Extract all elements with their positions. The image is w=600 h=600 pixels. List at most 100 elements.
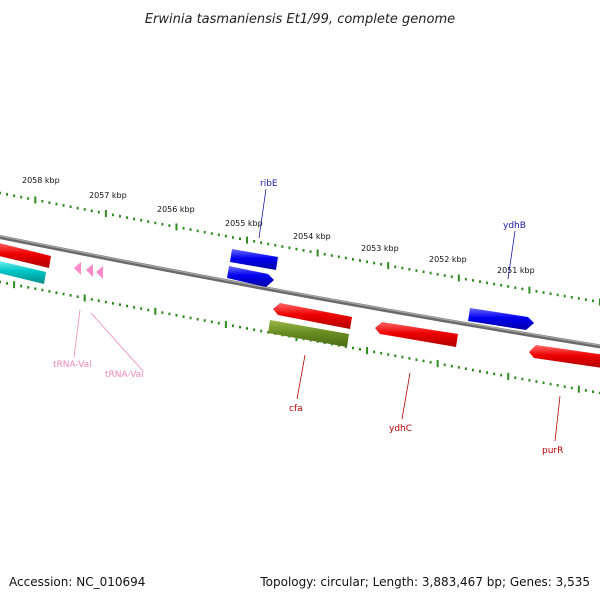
genome-backbone: [0, 234, 600, 349]
inner-minor-tick: [111, 302, 114, 305]
outer-minor-tick: [182, 226, 185, 230]
outer-minor-tick: [337, 255, 340, 259]
outer-minor-tick: [111, 213, 114, 217]
rna-feature-left[interactable]: [0, 260, 46, 284]
outer-minor-tick: [344, 256, 347, 260]
inner-minor-tick: [133, 306, 136, 309]
outer-minor-tick: [443, 274, 446, 277]
inner-minor-tick: [203, 319, 206, 322]
inner-minor-tick: [41, 288, 44, 292]
gene-cfa-block[interactable]: [268, 320, 349, 347]
inner-minor-tick: [168, 312, 171, 316]
gene-label-ydhC[interactable]: ydhC: [389, 424, 412, 434]
gene-left-red[interactable]: [0, 242, 51, 268]
inner-minor-tick: [20, 284, 23, 288]
outer-minor-tick: [267, 242, 270, 246]
outer-minor-tick: [253, 240, 256, 243]
outer-minor-tick: [140, 218, 143, 222]
outer-minor-tick: [126, 216, 129, 219]
inner-minor-tick: [464, 367, 467, 371]
inner-minor-tick: [479, 369, 481, 373]
inner-minor-tick: [253, 328, 256, 332]
inner-minor-tick: [570, 386, 573, 390]
inner-minor-tick: [429, 360, 432, 364]
gene-leader-lines: [73, 188, 561, 442]
outer-minor-tick: [48, 201, 51, 204]
inner-minor-tick: [394, 354, 397, 358]
outer-minor-tick: [408, 268, 411, 271]
inner-minor-tick: [514, 376, 517, 379]
outer-minor-tick: [239, 237, 241, 241]
gene-label-trna-val-2[interactable]: tRNA-Val: [105, 370, 144, 380]
outer-minor-tick: [41, 199, 44, 203]
outer-minor-tick: [479, 280, 481, 283]
inner-minor-tick: [210, 320, 213, 324]
outer-minor-tick: [0, 191, 1, 195]
inner-minor-tick: [521, 377, 524, 381]
outer-minor-tick: [224, 234, 227, 238]
gene-label-ydhB[interactable]: ydhB: [503, 221, 526, 231]
inner-minor-tick: [175, 313, 178, 317]
scale-label-2058: 2058 kbp: [22, 176, 60, 185]
scale-label-2053: 2053 kbp: [361, 244, 399, 253]
inner-minor-tick: [231, 324, 234, 328]
gene-reverse-1[interactable]: [273, 303, 352, 329]
inner-minor-tick: [161, 311, 164, 314]
outer-minor-tick: [373, 261, 376, 265]
inner-major-tick: [577, 385, 580, 393]
gene-label-ribE[interactable]: ribE: [260, 179, 278, 189]
inner-minor-tick: [549, 382, 552, 386]
outer-minor-tick: [210, 232, 213, 235]
inner-minor-tick: [373, 350, 376, 354]
outer-minor-tick: [401, 266, 404, 270]
outer-minor-tick: [90, 209, 93, 213]
outer-minor-tick: [514, 286, 517, 289]
inner-major-tick: [13, 281, 16, 289]
outer-minor-tick: [76, 206, 79, 210]
inner-minor-tick: [97, 299, 100, 302]
inner-major-tick: [507, 372, 510, 380]
outer-minor-tick: [302, 249, 305, 252]
gene-label-cfa[interactable]: cfa: [289, 404, 303, 414]
inner-minor-tick: [246, 327, 249, 330]
gene-forward-arrow[interactable]: [227, 266, 274, 287]
outer-minor-tick: [351, 258, 354, 261]
trna-val-arrow-1[interactable]: [74, 262, 81, 275]
inner-minor-tick: [104, 300, 107, 304]
inner-major-tick: [224, 320, 227, 328]
gene-ydhC-block[interactable]: [375, 322, 458, 347]
inner-minor-tick: [239, 325, 241, 329]
outer-minor-tick: [147, 220, 150, 223]
inner-minor-tick: [0, 280, 1, 284]
inner-minor-tick: [556, 384, 559, 387]
outer-minor-tick: [119, 214, 121, 218]
scale-label-2056: 2056 kbp: [157, 205, 195, 214]
trna-val-arrow-2[interactable]: [86, 264, 103, 279]
inner-major-tick: [83, 294, 86, 302]
outer-minor-tick: [6, 193, 9, 196]
inner-minor-tick: [359, 348, 361, 351]
outer-minor-tick: [422, 270, 425, 274]
inner-minor-tick: [542, 381, 545, 385]
outer-minor-tick: [154, 221, 157, 225]
inner-minor-tick: [408, 357, 411, 360]
inner-minor-tick: [196, 317, 199, 321]
genome-summary-text: Topology: circular; Length: 3,883,467 bp…: [259, 575, 590, 589]
outer-minor-tick: [97, 210, 100, 214]
outer-major-tick: [175, 223, 178, 231]
outer-minor-tick: [563, 294, 566, 298]
inner-minor-tick: [217, 321, 220, 325]
outer-minor-tick: [486, 281, 489, 285]
inner-major-tick: [436, 360, 439, 368]
outer-minor-tick: [415, 269, 418, 272]
inner-minor-tick: [182, 315, 185, 318]
gene-label-trna-val-1[interactable]: tRNA-Val: [53, 360, 92, 370]
outer-minor-tick: [535, 290, 538, 293]
gene-ydhB-arrow[interactable]: [468, 308, 534, 330]
outer-minor-tick: [507, 285, 510, 288]
outer-major-tick: [104, 210, 107, 218]
gene-purR-block[interactable]: [529, 345, 600, 368]
gene-label-purR[interactable]: purR: [542, 446, 563, 456]
gene-ribE-block[interactable]: [230, 249, 278, 270]
